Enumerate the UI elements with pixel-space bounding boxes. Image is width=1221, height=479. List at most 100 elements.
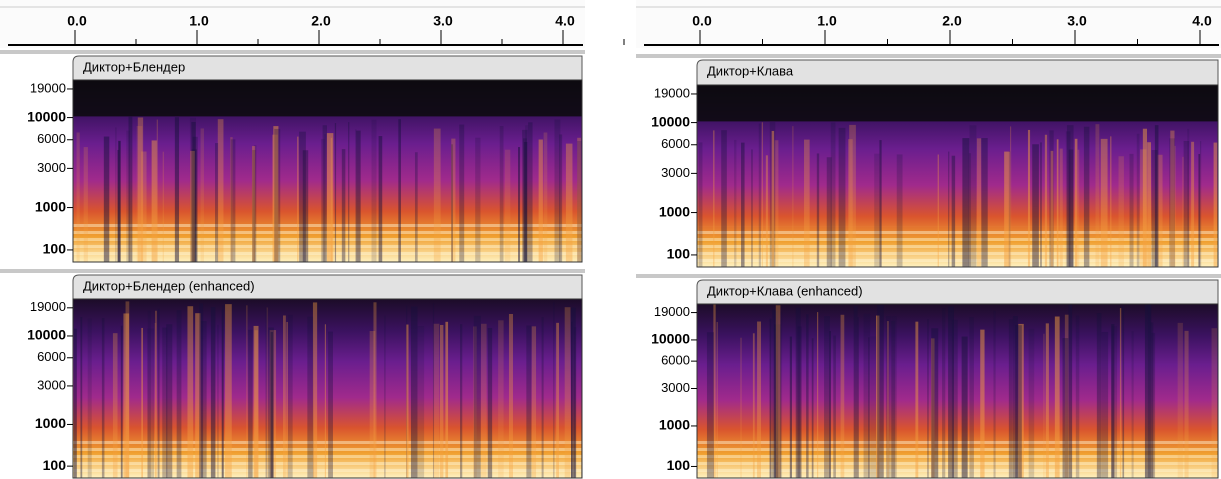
spectral-stripe xyxy=(792,126,794,267)
spectral-stripe xyxy=(128,116,133,262)
freq-label: 10000 xyxy=(651,331,690,347)
spectral-stripe xyxy=(473,326,477,478)
spectrogram-border xyxy=(696,303,1219,479)
spectrogram-border xyxy=(72,298,583,479)
spectral-stripe xyxy=(1095,124,1100,267)
spectral-stripe xyxy=(191,121,196,263)
timeline-ruler xyxy=(636,0,1221,48)
spectral-stripe xyxy=(741,142,745,267)
spectral-stripe xyxy=(1043,333,1045,478)
spectral-stripe xyxy=(1100,138,1108,267)
spectral-stripe xyxy=(824,316,830,478)
spectral-stripe xyxy=(1147,304,1152,478)
noise-band xyxy=(73,80,582,117)
spectrogram-border xyxy=(72,79,583,263)
spectral-stripe xyxy=(772,309,775,478)
spectral-stripe xyxy=(356,130,361,262)
spectral-stripe xyxy=(961,336,968,478)
spectral-stripe xyxy=(273,126,279,262)
spectral-stripe xyxy=(826,157,832,267)
spectral-stripe xyxy=(968,153,972,267)
spectral-stripe xyxy=(222,305,224,478)
spectral-stripe xyxy=(200,321,207,478)
spectral-stripe xyxy=(286,321,289,478)
spectral-stripe xyxy=(543,132,548,262)
spectral-stripe xyxy=(406,324,409,478)
spectral-stripe xyxy=(538,139,543,262)
track-separator xyxy=(0,269,585,273)
spectral-stripe xyxy=(751,149,753,267)
spectrogram xyxy=(73,299,583,478)
spectral-stripe xyxy=(87,318,92,478)
spectral-stripe xyxy=(373,302,377,478)
spectral-stripe xyxy=(287,314,293,478)
spectral-stripe xyxy=(969,317,974,478)
spectral-stripe xyxy=(320,138,325,262)
spectral-stripe xyxy=(312,302,318,478)
spectral-stripe xyxy=(804,139,810,267)
spectral-stripe xyxy=(83,147,88,262)
spectral-stripe xyxy=(518,147,521,262)
spectral-stripe xyxy=(863,313,871,478)
spectral-stripe xyxy=(371,119,377,262)
spectral-stripe xyxy=(526,325,532,478)
spectral-stripe xyxy=(1187,128,1190,267)
spectral-stripe xyxy=(136,126,143,263)
spectral-stripe xyxy=(252,146,256,262)
spectral-stripe xyxy=(1136,133,1140,267)
spectral-stripe xyxy=(383,315,386,478)
freq-label: 100 xyxy=(667,457,691,473)
spectral-stripe xyxy=(877,305,884,478)
spectral-stripe xyxy=(221,309,224,478)
spectral-stripe xyxy=(771,130,775,267)
harmonics xyxy=(697,226,1218,264)
timeline-ruler xyxy=(0,0,585,48)
spectral-stripe xyxy=(522,129,528,262)
spectral-stripe xyxy=(433,128,441,262)
spectral-stripe xyxy=(355,129,357,262)
spectral-stripe xyxy=(417,326,425,478)
freq-label: 10000 xyxy=(651,113,690,129)
spectral-stripe xyxy=(816,153,820,267)
spectral-stripe xyxy=(1169,138,1175,267)
spectral-stripe xyxy=(118,141,121,262)
spectral-stripe xyxy=(577,141,583,262)
spectral-stripe xyxy=(752,333,755,478)
spectral-stripe xyxy=(853,306,858,478)
spectral-stripe xyxy=(498,320,504,478)
track-header xyxy=(696,279,1219,304)
spectral-stripe xyxy=(76,132,80,262)
freq-label: 3000 xyxy=(37,160,66,175)
spectral-stripe xyxy=(126,130,130,262)
spectral-stripe xyxy=(1010,126,1012,267)
freq-label: 1000 xyxy=(35,198,66,214)
freq-label: 1000 xyxy=(35,415,66,431)
spectral-stripe xyxy=(1075,315,1080,478)
track-name: Диктор+Блендер (enhanced) xyxy=(83,278,255,293)
spectral-stripe xyxy=(838,127,846,267)
spectral-stripe xyxy=(210,307,216,478)
spectral-stripe xyxy=(868,337,870,478)
spectral-stripe xyxy=(531,326,537,478)
noise-band xyxy=(697,85,1218,122)
spectral-stripe xyxy=(369,330,376,478)
freq-label: 10000 xyxy=(27,108,66,124)
spectral-stripe xyxy=(806,314,809,478)
spectral-stripe xyxy=(698,142,703,267)
spectral-stripe xyxy=(780,311,783,478)
spectral-stripe xyxy=(1191,141,1195,267)
spectral-stripe xyxy=(157,308,160,478)
spectral-stripe xyxy=(980,329,985,478)
spectral-stripe xyxy=(141,151,147,262)
spectral-stripe xyxy=(269,330,277,478)
spectral-stripe xyxy=(1140,149,1147,267)
spectral-stripe xyxy=(1040,142,1042,267)
freq-label: 3000 xyxy=(661,165,690,180)
spectral-stripe xyxy=(795,307,801,478)
spectral-stripe xyxy=(1111,324,1115,478)
spectral-stripe xyxy=(328,331,333,478)
spectral-stripe xyxy=(151,140,157,262)
spectral-stripe xyxy=(103,136,110,262)
spectrogram xyxy=(697,85,1218,268)
